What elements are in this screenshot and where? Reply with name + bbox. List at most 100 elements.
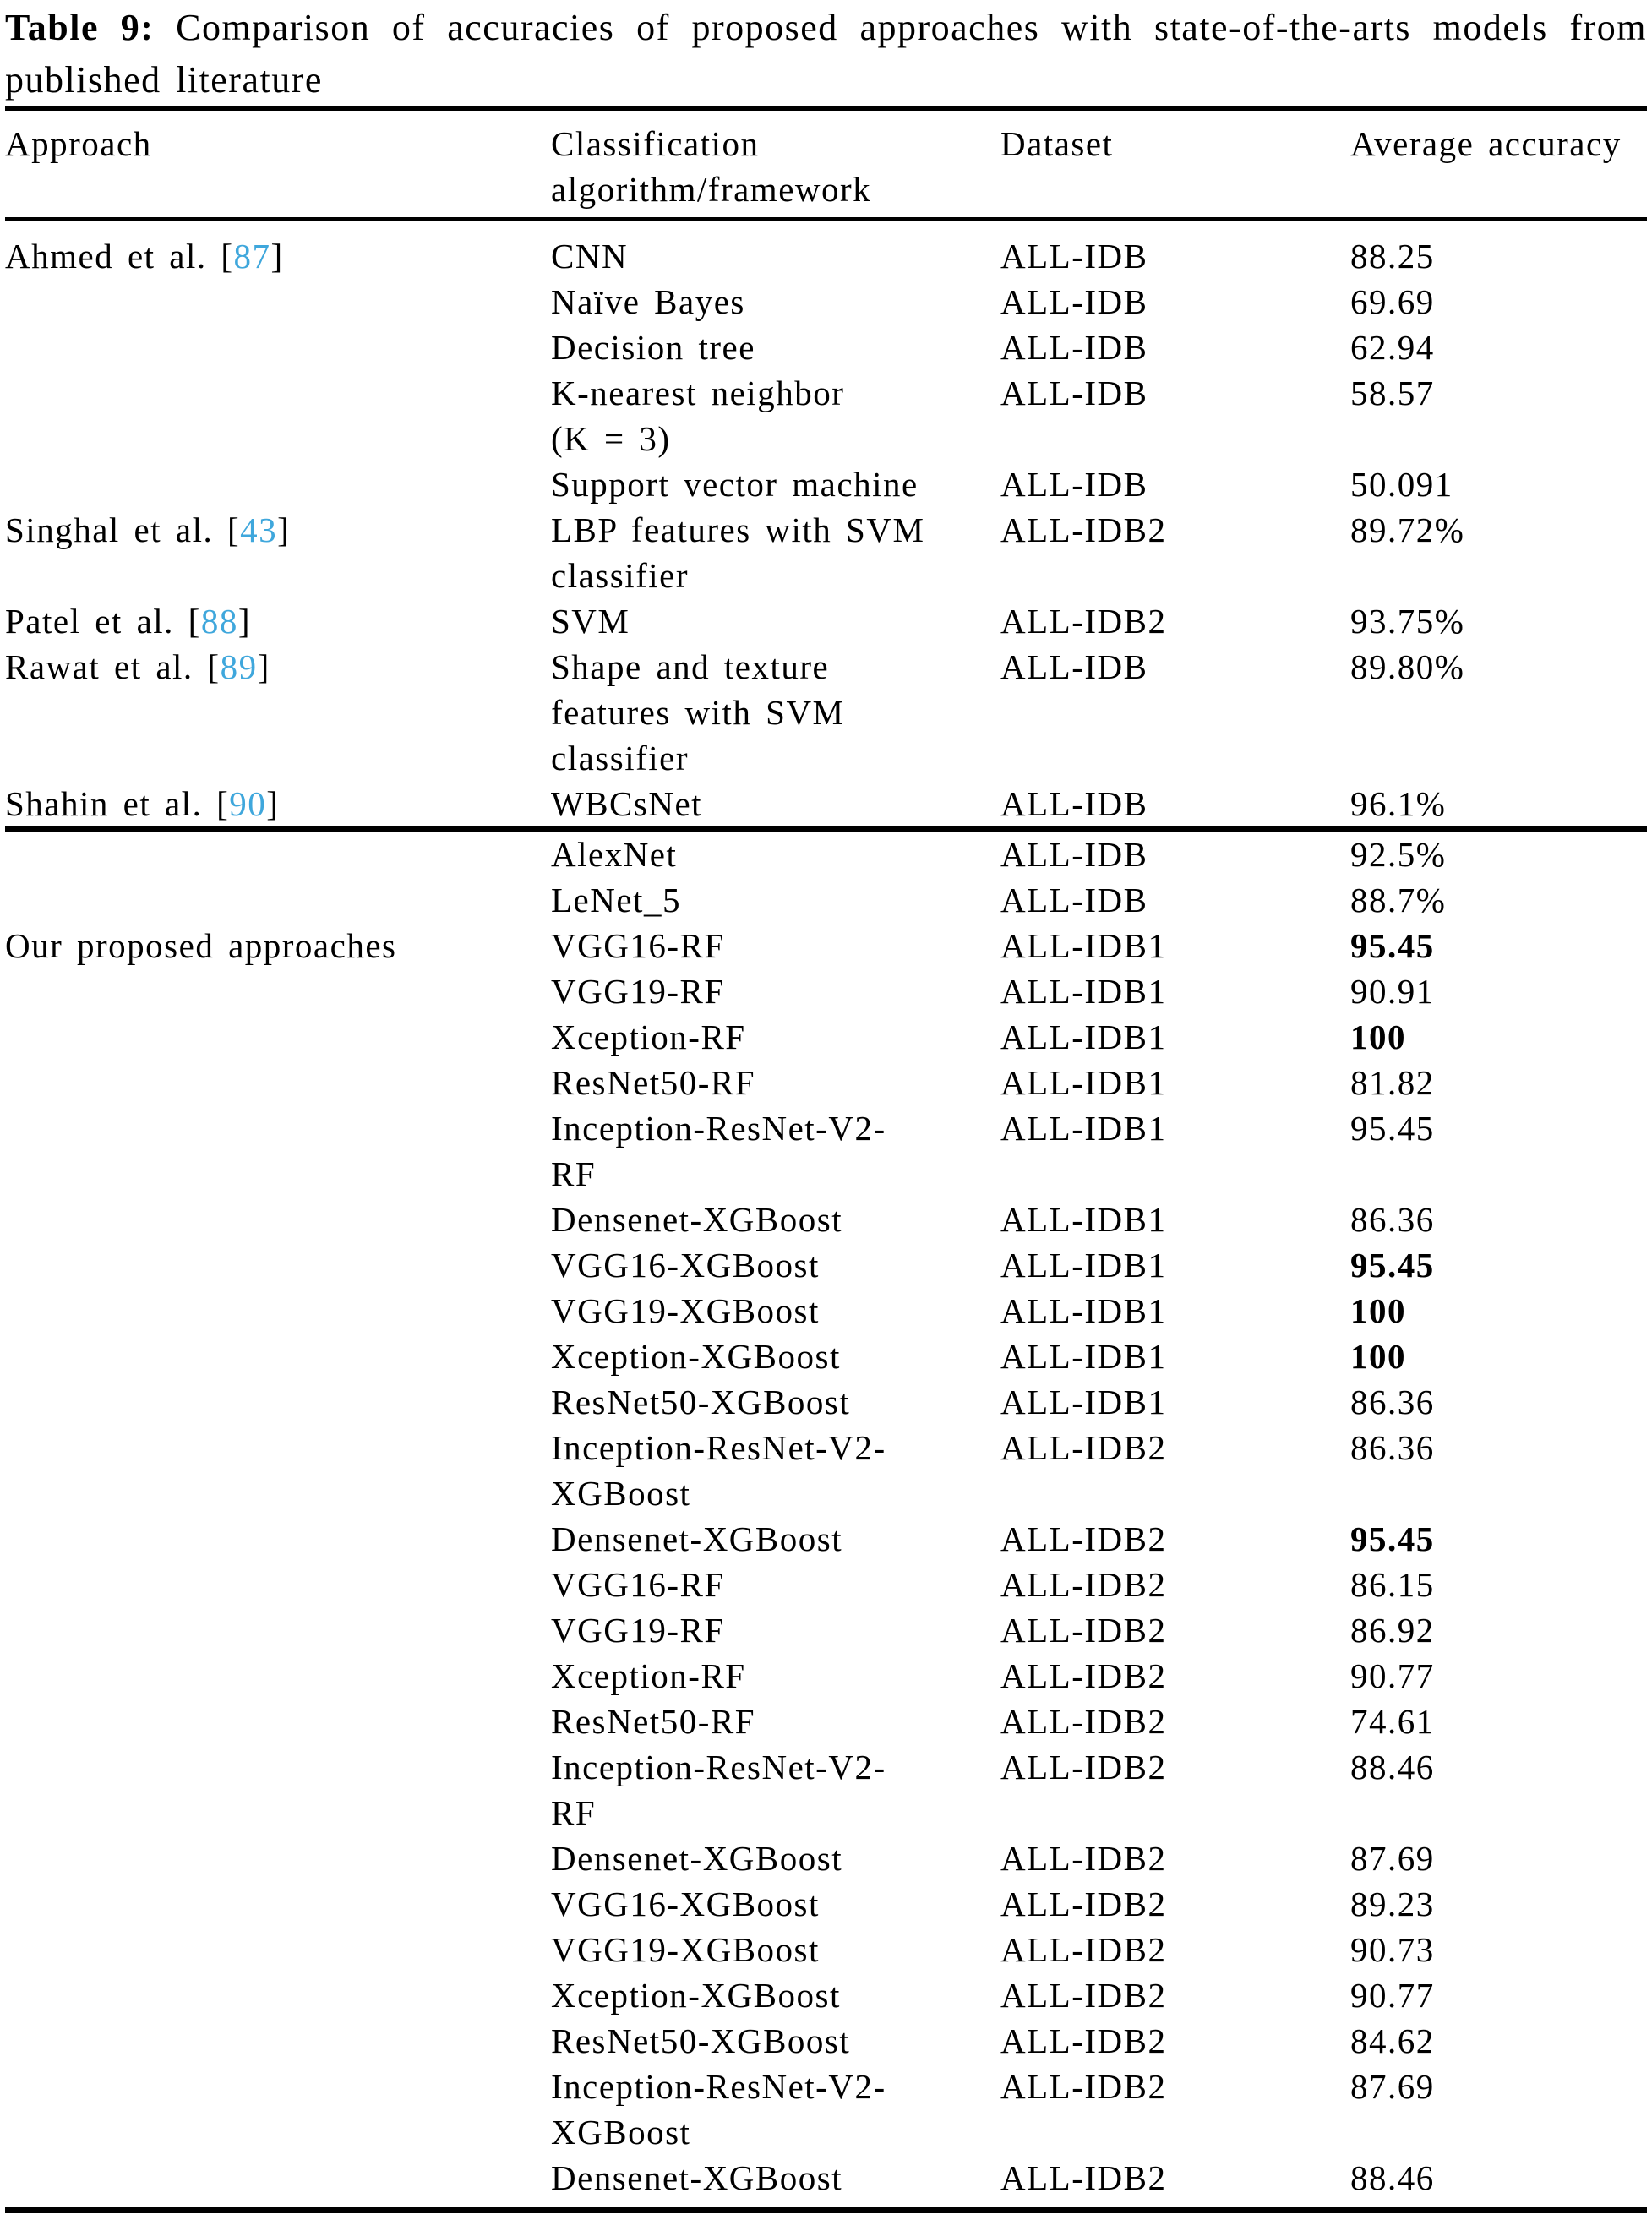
accuracy-cell: 86.36: [1350, 1428, 1435, 1467]
algorithm-cell: Shape and texture features with SVM classi…: [551, 644, 1000, 781]
accuracy-cell: 88.46: [1350, 1748, 1435, 1786]
algorithm-line: ResNet50-RF: [551, 1063, 755, 1102]
algorithm-line: SVM: [551, 602, 630, 641]
citation-link[interactable]: 89: [220, 647, 258, 686]
algorithm-line: ResNet50-RF: [551, 1702, 755, 1741]
algorithm-cell: Decision tree: [551, 325, 1000, 370]
dataset-cell: ALL-IDB: [1000, 881, 1148, 919]
dataset-cell: ALL-IDB: [1000, 784, 1148, 823]
dataset-cell: ALL-IDB1: [1000, 1383, 1167, 1421]
dataset-cell: ALL-IDB1: [1000, 926, 1167, 965]
algorithm-line: LBP features with SVM: [551, 510, 925, 549]
accuracy-cell: 58.57: [1350, 374, 1435, 412]
algorithm-cell: ResNet50-XGBoost: [551, 2018, 1000, 2064]
dataset-cell: ALL-IDB2: [1000, 1930, 1167, 1969]
table-header-rule: [5, 217, 1647, 221]
algorithm-line: Support vector machine: [551, 465, 919, 504]
algorithm-line: ResNet50-XGBoost: [551, 2021, 851, 2060]
citation-link[interactable]: 87: [233, 237, 271, 275]
algorithm-cell: Densenet-XGBoost: [551, 1835, 1000, 1881]
accuracy-cell: 100: [1350, 1291, 1406, 1330]
accuracy-cell: 86.92: [1350, 1611, 1435, 1650]
algorithm-cell: Xception-XGBoost: [551, 1334, 1000, 1379]
algorithm-line: RF: [551, 1154, 597, 1193]
algorithm-line: VGG19-XGBoost: [551, 1291, 820, 1330]
algorithm-cell: SVM: [551, 598, 1000, 644]
dataset-cell: ALL-IDB2: [1000, 510, 1167, 549]
caption-line-2: published literature: [5, 59, 323, 101]
algorithm-line: VGG16-XGBoost: [551, 1246, 820, 1285]
dataset-cell: ALL-IDB2: [1000, 2067, 1167, 2106]
algorithm-line: Inception-ResNet-V2-: [551, 1748, 886, 1786]
dataset-cell: ALL-IDB1: [1000, 1291, 1167, 1330]
approach-author: Ahmed et al.: [5, 237, 221, 275]
approach-author: Shahin et al.: [5, 784, 217, 823]
dataset-cell: ALL-IDB1: [1000, 1200, 1167, 1239]
citation-close-bracket: ]: [270, 237, 284, 275]
dataset-cell: ALL-IDB: [1000, 647, 1148, 686]
table-header: Approach Classification algorithm/framew…: [5, 111, 1647, 217]
dataset-cell: ALL-IDB2: [1000, 1611, 1167, 1650]
citation-link[interactable]: 88: [200, 602, 238, 641]
citation-link[interactable]: 43: [240, 510, 278, 549]
dataset-cell: ALL-IDB2: [1000, 1565, 1167, 1604]
algorithm-cell: Inception-ResNet-V2- RF: [551, 1744, 1000, 1835]
accuracy-cell: 87.69: [1350, 1839, 1435, 1878]
accuracy-cell: 96.1%: [1350, 784, 1447, 823]
dataset-cell: ALL-IDB2: [1000, 1885, 1167, 1923]
algorithm-line: VGG16-RF: [551, 926, 725, 965]
accuracy-cell: 86.36: [1350, 1383, 1435, 1421]
caption-text: Comparison of accuracies of proposed app…: [176, 7, 1648, 48]
caption-line-1: Table 9: Comparison of accuracies of pro…: [5, 2, 1647, 54]
algorithm-cell: VGG16-XGBoost: [551, 1881, 1000, 1927]
approach-cell: Shahin et al. [90]: [5, 781, 551, 826]
algorithm-cell: LeNet_5: [551, 877, 1000, 923]
accuracy-cell: 95.45: [1350, 1519, 1435, 1558]
dataset-cell: ALL-IDB1: [1000, 972, 1167, 1011]
algorithm-line: Shape and texture: [551, 647, 830, 686]
table-body: Ahmed et al. [87] CNN ALL-IDB 88.25 Naïve Ba…: [5, 221, 1647, 2207]
accuracy-cell: 50.091: [1350, 465, 1453, 504]
header-dataset: Dataset: [1000, 124, 1114, 163]
accuracy-cell: 86.15: [1350, 1565, 1435, 1604]
algorithm-line: Densenet-XGBoost: [551, 2158, 843, 2197]
accuracy-cell: 88.46: [1350, 2158, 1435, 2197]
citation-close-bracket: ]: [257, 647, 270, 686]
algorithm-line: VGG19-XGBoost: [551, 1930, 820, 1969]
algorithm-line: classifier: [551, 556, 689, 595]
table-number-label: Table 9:: [5, 7, 155, 48]
approach-cell: Ahmed et al. [87]: [5, 233, 551, 279]
algorithm-line: ResNet50-XGBoost: [551, 1383, 851, 1421]
algorithm-line: (K = 3): [551, 419, 671, 458]
algorithm-cell: Support vector machine: [551, 461, 1000, 507]
algorithm-cell: Densenet-XGBoost: [551, 2155, 1000, 2201]
algorithm-line: Xception-RF: [551, 1017, 746, 1056]
algorithm-line: Densenet-XGBoost: [551, 1200, 843, 1239]
citation-close-bracket: ]: [266, 784, 280, 823]
header-approach: Approach: [5, 124, 152, 163]
dataset-cell: ALL-IDB2: [1000, 1519, 1167, 1558]
algorithm-cell: AlexNet: [551, 832, 1000, 877]
algorithm-cell: VGG16-RF: [551, 1562, 1000, 1607]
algorithm-cell: VGG16-RF: [551, 923, 1000, 968]
dataset-cell: ALL-IDB1: [1000, 1246, 1167, 1285]
algorithm-cell: WBCsNet: [551, 781, 1000, 826]
algorithm-cell: VGG19-RF: [551, 1607, 1000, 1653]
approach-author: Our proposed approaches: [5, 926, 397, 965]
dataset-cell: ALL-IDB1: [1000, 1337, 1167, 1376]
accuracy-cell: 62.94: [1350, 328, 1435, 367]
header-accuracy: Average accuracy: [1350, 124, 1622, 163]
accuracy-cell: 88.7%: [1350, 881, 1447, 919]
header-algorithm: Classification algorithm/framework: [551, 121, 1000, 212]
accuracy-cell: 100: [1350, 1337, 1406, 1376]
accuracy-cell: 93.75%: [1350, 602, 1465, 641]
algorithm-cell: Naïve Bayes: [551, 279, 1000, 325]
approach-author: Singhal et al.: [5, 510, 227, 549]
citation-link[interactable]: 90: [229, 784, 267, 823]
algorithm-cell: ResNet50-RF: [551, 1699, 1000, 1744]
accuracy-cell: 95.45: [1350, 1109, 1435, 1148]
dataset-cell: ALL-IDB1: [1000, 1017, 1167, 1056]
algorithm-cell: Densenet-XGBoost: [551, 1197, 1000, 1242]
algorithm-line: VGG19-RF: [551, 1611, 725, 1650]
approach-cell: Singhal et al. [43]: [5, 507, 551, 553]
